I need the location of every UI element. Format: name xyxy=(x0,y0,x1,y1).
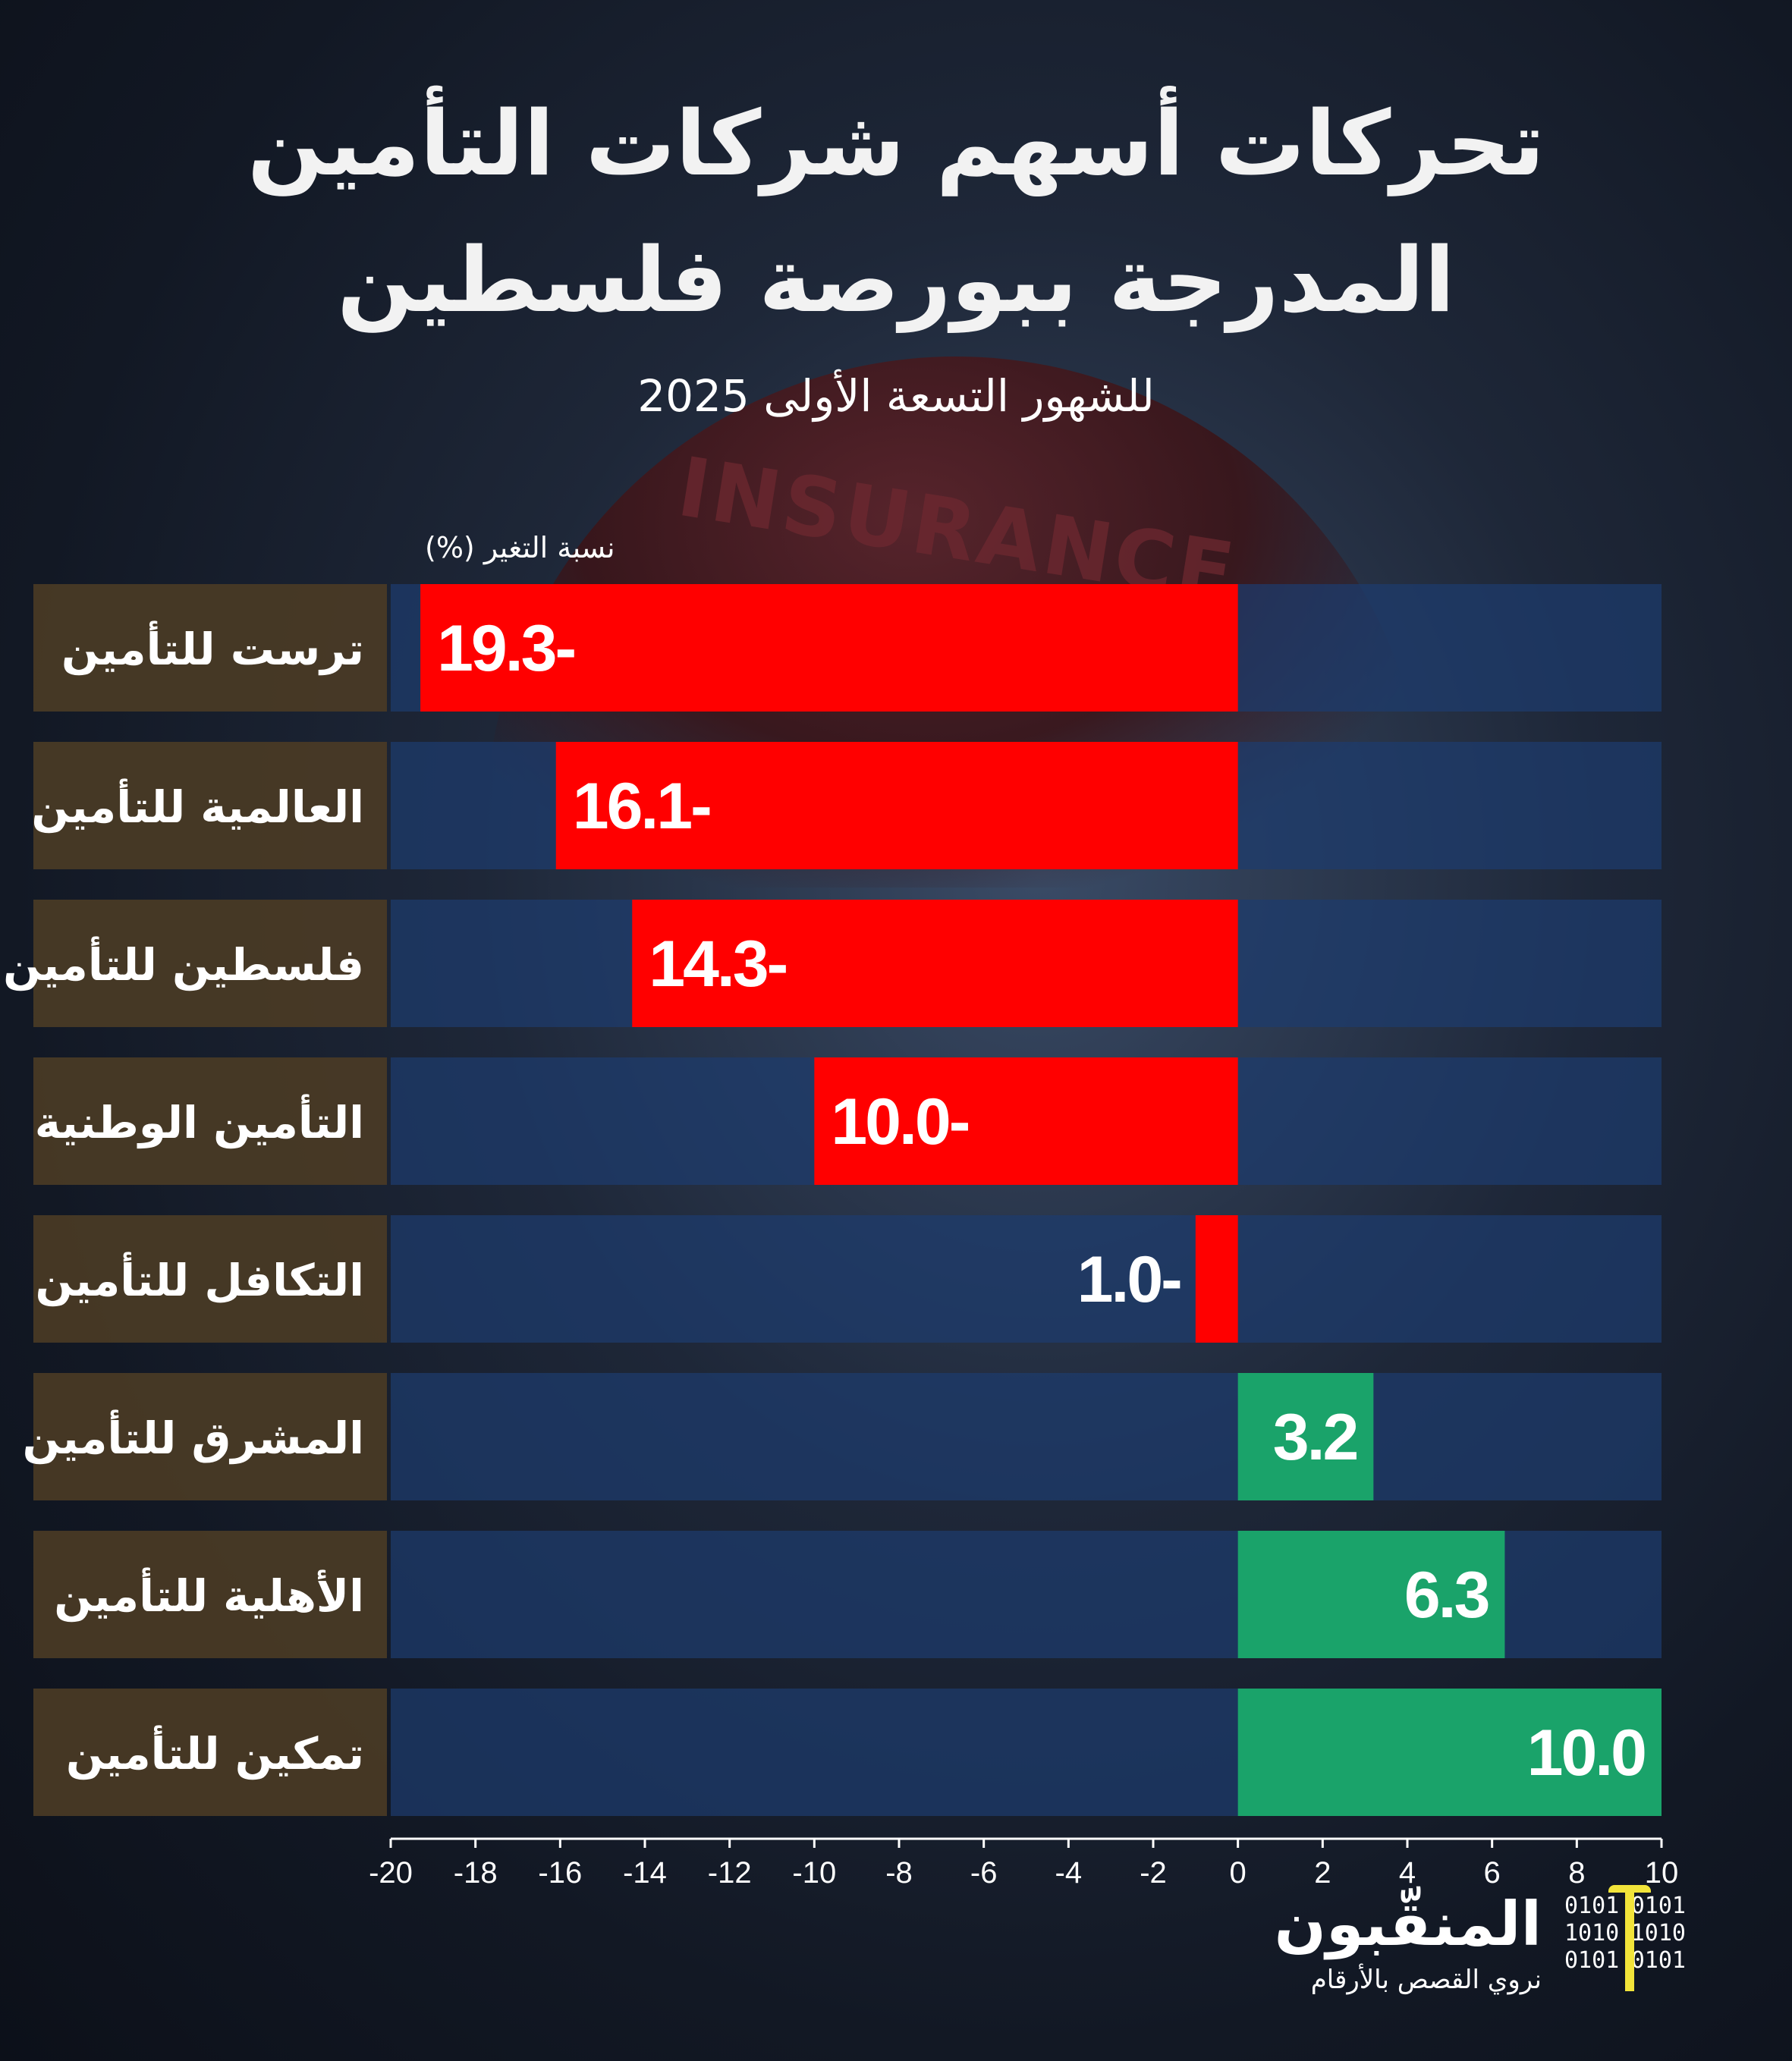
x-tick-label: -4 xyxy=(1055,1856,1083,1890)
data-label: 6.3 xyxy=(1404,1559,1489,1632)
x-tick-label: -16 xyxy=(538,1856,582,1890)
x-tick-label: 4 xyxy=(1399,1856,1416,1890)
logo-binary: 1010 xyxy=(1564,1920,1620,1946)
category-label: المشرق للتأمين xyxy=(23,1409,364,1465)
data-label: 10.0- xyxy=(831,1085,968,1158)
bar xyxy=(1195,1215,1238,1343)
bar xyxy=(1237,1531,1505,1658)
logo-pickaxe-icon: 0101 0101 1010 1010 0101 0101 xyxy=(1564,1885,1686,2006)
x-tick-label: -8 xyxy=(885,1856,913,1890)
x-tick-label: 2 xyxy=(1314,1856,1331,1890)
chart-subtitle: للشهور التسعة الأولى 2025 xyxy=(637,370,1155,422)
category-label-box xyxy=(33,1057,387,1185)
data-label: 3.2 xyxy=(1273,1401,1357,1474)
x-tick-label: -14 xyxy=(623,1856,667,1890)
x-axis-label: نسبة التغير (%) xyxy=(425,531,615,564)
category-label-box xyxy=(33,584,387,712)
logo-name: المنقّبون xyxy=(1274,1889,1542,1959)
data-label: 16.1- xyxy=(573,770,710,843)
category-label: ترست للتأمين xyxy=(61,620,364,676)
logo-tagline: نروي القصص بالأرقام xyxy=(1310,1965,1542,1995)
category-label-box xyxy=(33,1373,387,1500)
row-background xyxy=(391,1373,1662,1500)
x-tick-label: -18 xyxy=(454,1856,498,1890)
category-label-box xyxy=(33,1215,387,1343)
x-tick-label: -2 xyxy=(1140,1856,1167,1890)
bar xyxy=(1237,1689,1662,1816)
category-label: التكافل للتأمين xyxy=(36,1252,364,1307)
data-label: 14.3- xyxy=(649,928,786,1001)
chart-title-line2: المدرجة ببورصة فلسطين xyxy=(337,228,1455,332)
bar xyxy=(555,742,1238,869)
category-label-box xyxy=(33,1531,387,1658)
x-tick-label: -12 xyxy=(708,1856,752,1890)
category-label-box xyxy=(33,1689,387,1816)
x-tick-label: -10 xyxy=(792,1856,836,1890)
logo-binary: 0101 xyxy=(1630,1893,1686,1919)
logo-binary: 0101 xyxy=(1630,1947,1686,1974)
logo-binary: 1010 xyxy=(1630,1920,1686,1946)
x-tick-label: 10 xyxy=(1645,1856,1679,1890)
data-label: 19.3- xyxy=(437,612,574,685)
category-label: الأهلية للتأمين xyxy=(54,1567,364,1623)
category-label: العالمية للتأمين xyxy=(31,778,364,834)
category-label: فلسطين للتأمين xyxy=(3,936,364,991)
category-label-box xyxy=(33,900,387,1027)
category-label: تمكين للتأمين xyxy=(66,1725,364,1780)
logo-binary: 0101 xyxy=(1564,1893,1620,1919)
data-label: 1.0- xyxy=(1077,1243,1181,1316)
bar xyxy=(420,584,1238,712)
bar xyxy=(632,900,1238,1027)
x-tick-label: -20 xyxy=(369,1856,413,1890)
x-tick-label: 0 xyxy=(1230,1856,1247,1890)
data-label: 10.0 xyxy=(1527,1717,1646,1789)
x-tick-label: 8 xyxy=(1568,1856,1585,1890)
category-label-box xyxy=(33,742,387,869)
row-background xyxy=(391,1215,1662,1343)
chart-title-line1: تحركات أسهم شركات التأمين xyxy=(247,91,1545,196)
logo-binary: 0101 xyxy=(1564,1947,1620,1974)
x-tick-label: -6 xyxy=(970,1856,998,1890)
bar xyxy=(814,1057,1238,1185)
bar xyxy=(1237,1373,1374,1500)
x-tick-label: 6 xyxy=(1484,1856,1501,1890)
category-label: التأمين الوطنية xyxy=(35,1094,364,1149)
